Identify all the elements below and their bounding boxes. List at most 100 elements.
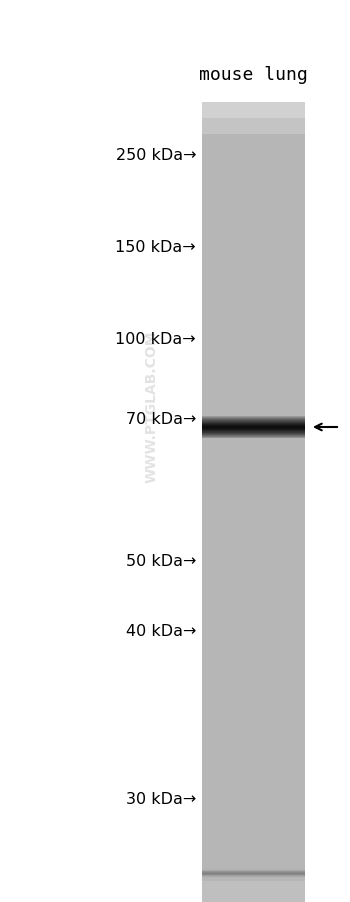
Bar: [202, 500, 305, 502]
Bar: [202, 457, 305, 460]
Bar: [202, 622, 305, 625]
Bar: [202, 436, 305, 438]
Bar: [202, 198, 305, 201]
Bar: [202, 476, 305, 478]
Bar: [202, 630, 305, 633]
Bar: [202, 854, 305, 857]
Bar: [202, 223, 305, 226]
Bar: [202, 201, 305, 204]
Bar: [202, 356, 305, 359]
Bar: [202, 806, 305, 809]
Bar: [202, 511, 305, 513]
Bar: [202, 880, 305, 883]
Bar: [202, 527, 305, 529]
Bar: [202, 290, 305, 292]
Bar: [202, 614, 305, 617]
Bar: [202, 628, 305, 630]
Bar: [202, 580, 305, 583]
Bar: [202, 583, 305, 585]
Bar: [202, 103, 305, 902]
Bar: [202, 575, 305, 577]
Bar: [202, 124, 305, 127]
Bar: [202, 234, 305, 236]
Bar: [202, 569, 305, 572]
Bar: [202, 785, 305, 787]
Bar: [202, 335, 305, 337]
Bar: [202, 135, 305, 137]
Bar: [202, 388, 305, 391]
Text: 30 kDa→: 30 kDa→: [126, 792, 196, 806]
Bar: [202, 883, 305, 886]
Bar: [202, 143, 305, 145]
Bar: [202, 191, 305, 193]
Bar: [202, 489, 305, 492]
Bar: [202, 566, 305, 569]
Bar: [202, 841, 305, 843]
Bar: [202, 681, 305, 684]
Bar: [202, 886, 305, 888]
Bar: [202, 603, 305, 606]
Bar: [202, 145, 305, 148]
Bar: [202, 644, 305, 647]
Bar: [202, 362, 305, 364]
Bar: [202, 348, 305, 351]
Bar: [202, 703, 305, 704]
Bar: [202, 819, 305, 822]
Bar: [202, 756, 305, 759]
Bar: [202, 284, 305, 287]
Text: 150 kDa→: 150 kDa→: [116, 240, 196, 255]
Bar: [202, 759, 305, 760]
Text: 40 kDa→: 40 kDa→: [126, 624, 196, 639]
Bar: [202, 268, 305, 271]
Bar: [202, 471, 305, 474]
Bar: [202, 692, 305, 695]
Bar: [202, 494, 305, 497]
Bar: [202, 539, 305, 542]
Bar: [202, 577, 305, 580]
Bar: [202, 204, 305, 207]
Bar: [202, 151, 305, 153]
Bar: [202, 119, 305, 122]
Bar: [202, 186, 305, 189]
Bar: [202, 753, 305, 756]
Bar: [202, 159, 305, 161]
Bar: [202, 425, 305, 428]
Bar: [202, 382, 305, 385]
Bar: [202, 415, 305, 418]
Bar: [202, 812, 305, 815]
Bar: [202, 550, 305, 553]
Bar: [202, 868, 305, 870]
Bar: [202, 760, 305, 763]
Bar: [202, 849, 305, 851]
Bar: [202, 281, 305, 284]
Bar: [202, 537, 305, 539]
Bar: [202, 713, 305, 715]
Bar: [202, 833, 305, 835]
Bar: [202, 516, 305, 519]
Bar: [202, 609, 305, 612]
Bar: [202, 545, 305, 548]
Bar: [202, 478, 305, 481]
Bar: [202, 220, 305, 223]
Bar: [202, 558, 305, 561]
Bar: [202, 891, 305, 894]
Bar: [202, 189, 305, 191]
Bar: [202, 521, 305, 524]
Bar: [202, 513, 305, 516]
Bar: [202, 649, 305, 651]
Bar: [202, 262, 305, 265]
Bar: [202, 723, 305, 726]
Bar: [202, 639, 305, 641]
Bar: [202, 366, 305, 369]
Bar: [202, 678, 305, 681]
Bar: [202, 860, 305, 862]
Bar: [202, 750, 305, 753]
Bar: [202, 345, 305, 348]
Bar: [202, 595, 305, 598]
Bar: [202, 843, 305, 846]
Bar: [202, 474, 305, 476]
Bar: [202, 252, 305, 254]
Bar: [202, 492, 305, 494]
Bar: [202, 137, 305, 140]
Bar: [202, 684, 305, 686]
